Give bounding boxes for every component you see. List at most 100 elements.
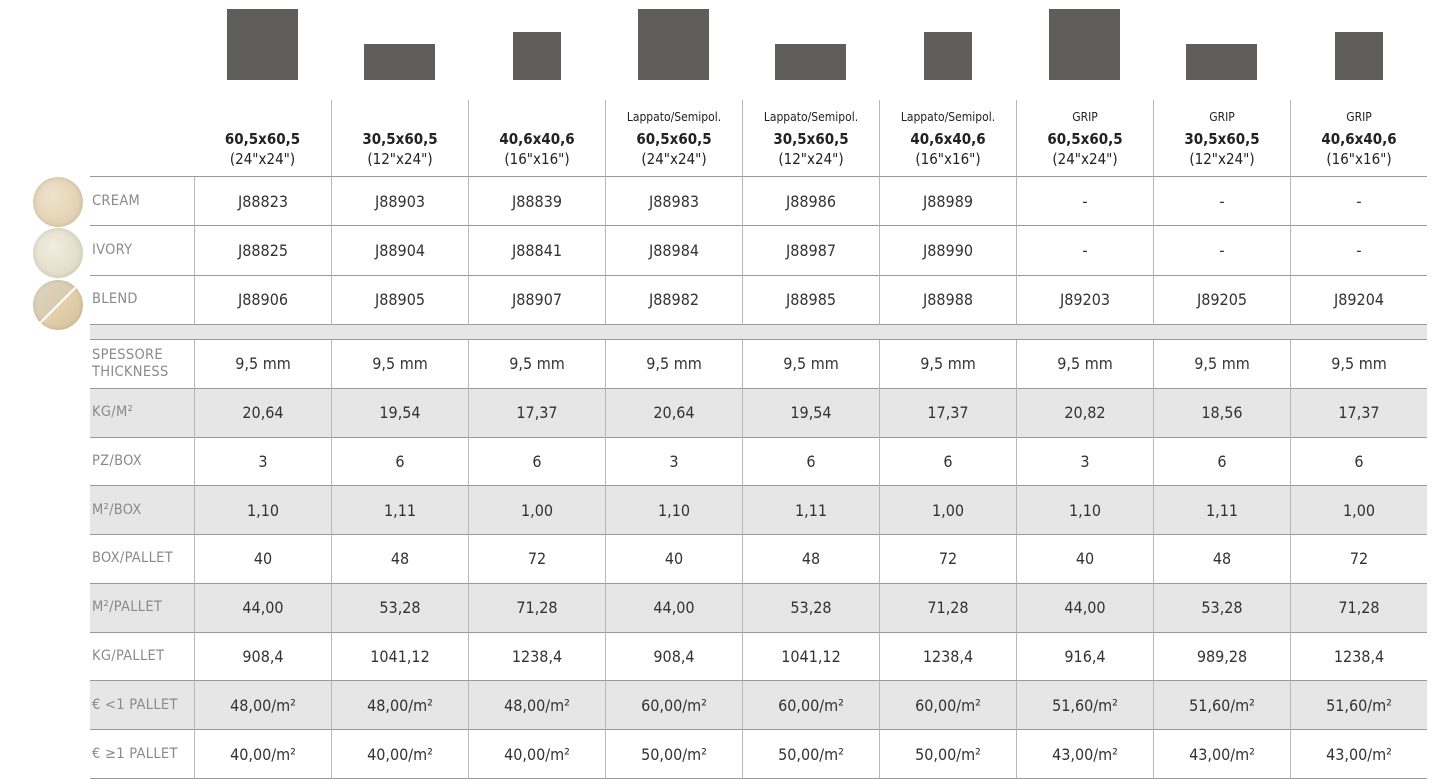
table-cell: 71,28 <box>879 583 1016 633</box>
table-cell: 908,4 <box>605 632 742 682</box>
tile-shape <box>923 32 972 80</box>
table-cell: 9,5 mm <box>331 340 468 389</box>
table-cell: - <box>1016 177 1153 227</box>
table-cell: 40 <box>605 535 742 584</box>
table-cell: 6 <box>742 437 879 487</box>
table-cell: 9,5 mm <box>1290 340 1427 389</box>
tile-shape <box>227 9 298 80</box>
table-cell: 18,56 <box>1153 388 1290 438</box>
table-cell: 48,00/m² <box>194 681 331 731</box>
table-cell: J88905 <box>331 275 468 325</box>
row-label: M²/PALLET <box>90 583 194 633</box>
table-cell: 9,5 mm <box>194 340 331 389</box>
table-cell: 43,00/m² <box>1290 730 1427 779</box>
size-label: 30,5x60,5 <box>362 130 438 148</box>
table-cell: 1238,4 <box>468 632 605 682</box>
table-cell: 53,28 <box>1153 583 1290 633</box>
row-label: PZ/BOX <box>90 438 194 487</box>
row-label: € ≥1 PALLET <box>90 730 194 779</box>
inch-label: (24"x24") <box>641 150 707 168</box>
size-label: 40,6x40,6 <box>499 130 575 148</box>
blend-swatch <box>33 280 83 330</box>
table-cell: J88989 <box>879 177 1016 227</box>
table-cell: 9,5 mm <box>1016 340 1153 389</box>
table-cell: 17,37 <box>468 388 605 438</box>
table-cell: 3 <box>605 437 742 487</box>
table-cell: - <box>1153 177 1290 227</box>
row-label: KG/M² <box>90 388 194 438</box>
table-cell: J88987 <box>742 226 879 276</box>
inch-label: (24"x24") <box>229 150 296 168</box>
cream-swatch <box>33 177 83 227</box>
table-cell: 20,64 <box>605 388 742 438</box>
size-label: 60,5x60,5 <box>1047 130 1123 148</box>
table-cell: J88983 <box>605 177 742 227</box>
table-cell: 19,54 <box>331 388 468 438</box>
table-cell: 48 <box>331 535 468 584</box>
table-cell: 44,00 <box>194 583 331 633</box>
finish-label: GRIP <box>1072 110 1098 124</box>
tile-shape <box>1186 44 1257 80</box>
row-label: € <1 PALLET <box>90 681 194 731</box>
inch-label: (12"x24") <box>1189 150 1255 168</box>
table-cell: 19,54 <box>742 388 879 438</box>
table-cell: 50,00/m² <box>742 730 879 779</box>
table-cell: 3 <box>194 437 331 487</box>
table-cell: 6 <box>1290 437 1427 487</box>
table-cell: 9,5 mm <box>742 340 879 389</box>
table-cell: 1041,12 <box>742 632 879 682</box>
table-cell: 50,00/m² <box>605 730 742 779</box>
table-cell: 40,00/m² <box>331 730 468 779</box>
table-cell: 9,5 mm <box>468 340 605 389</box>
table-cell: 1,11 <box>331 486 468 536</box>
table-cell: 1238,4 <box>879 632 1016 682</box>
table-cell: J88841 <box>468 226 605 276</box>
table-cell: 20,82 <box>1016 388 1153 438</box>
table-cell: 6 <box>879 437 1016 487</box>
column-header: Lappato/Semipol. 40,6x40,6 (16"x16") <box>879 100 1016 177</box>
table-cell: 989,28 <box>1153 632 1290 682</box>
table-cell: 48 <box>742 535 879 584</box>
finish-label: Lappato/Semipol. <box>900 110 996 124</box>
size-label: 60,5x60,5 <box>224 130 301 148</box>
table-cell: J88907 <box>468 275 605 325</box>
row-label: KG/PALLET <box>90 633 194 682</box>
size-label: 40,6x40,6 <box>1321 130 1397 148</box>
table-cell: 20,64 <box>194 388 331 438</box>
table-cell: J88825 <box>194 226 331 276</box>
row-label: BLEND <box>90 276 194 325</box>
table-cell: 1,00 <box>468 486 605 536</box>
table-cell: 60,00/m² <box>879 681 1016 731</box>
table-cell: - <box>1290 177 1427 227</box>
size-label: 60,5x60,5 <box>636 130 712 148</box>
header-rule <box>90 176 194 177</box>
column-header: GRIP 60,5x60,5 (24"x24") <box>1016 100 1153 177</box>
table-cell: 916,4 <box>1016 632 1153 682</box>
table-cell: 60,00/m² <box>605 681 742 731</box>
table-cell: 72 <box>468 535 605 584</box>
table-cell: - <box>1153 226 1290 276</box>
tile-shape <box>364 44 435 80</box>
finish-label: Lappato/Semipol. <box>626 110 722 124</box>
tile-shape <box>775 44 846 80</box>
table-cell: J89203 <box>1016 275 1153 325</box>
table-cell: 72 <box>879 535 1016 584</box>
table-cell: 6 <box>1153 437 1290 487</box>
table-cell: 48,00/m² <box>331 681 468 731</box>
row-label: M²/BOX <box>90 486 194 536</box>
table-cell: 48,00/m² <box>468 681 605 731</box>
ivory-swatch <box>33 228 83 278</box>
table-cell: J88839 <box>468 177 605 227</box>
inch-label: (12"x24") <box>778 150 844 168</box>
table-cell: J88906 <box>194 275 331 325</box>
table-cell: J88988 <box>879 275 1016 325</box>
table-cell: J88903 <box>331 177 468 227</box>
table-cell: 1,11 <box>1153 486 1290 536</box>
tile-shape <box>512 32 561 80</box>
table-cell: 50,00/m² <box>879 730 1016 779</box>
table-cell: J88823 <box>194 177 331 227</box>
table-cell: 9,5 mm <box>605 340 742 389</box>
table-cell: J88985 <box>742 275 879 325</box>
finish-label: GRIP <box>1346 110 1372 124</box>
